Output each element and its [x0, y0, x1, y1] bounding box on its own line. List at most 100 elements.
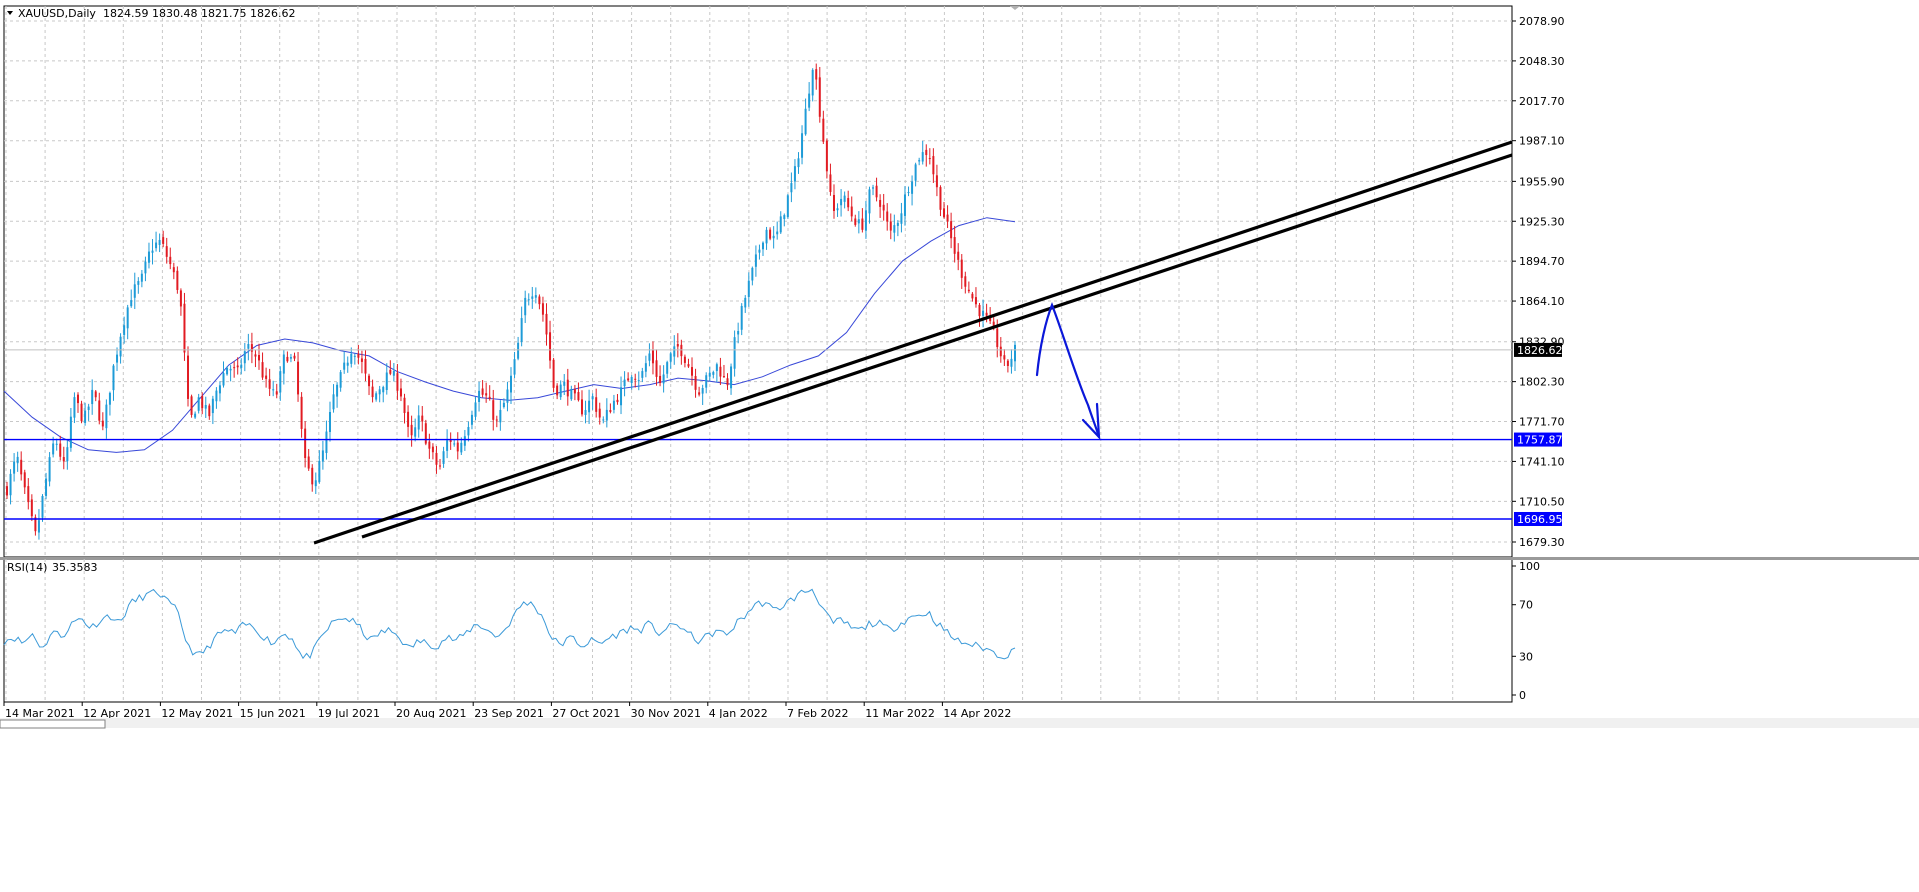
candle-body [605, 409, 608, 421]
candle-body [953, 237, 956, 254]
candle-body [467, 427, 470, 436]
candle-body [385, 372, 388, 391]
candle-body [442, 451, 445, 464]
rsi-axis[interactable]: 100 70 30 0 [1512, 560, 1540, 702]
trendline-upper[interactable] [313, 140, 1513, 545]
candle-body [882, 204, 885, 211]
drawn-forecast-arrow[interactable] [1035, 302, 1101, 439]
candle-body [790, 183, 793, 193]
rsi-tick-label: 0 [1519, 689, 1526, 702]
symbol-dropdown-icon[interactable] [7, 11, 13, 15]
candle-body [144, 261, 147, 274]
candle-body [453, 443, 456, 445]
candle-body [1003, 355, 1006, 360]
candle-body [140, 273, 143, 282]
time-tick-label: 27 Oct 2021 [552, 707, 620, 720]
candle-body [687, 364, 690, 367]
candle-body [680, 344, 683, 357]
candle-body [282, 354, 285, 374]
candle-body [424, 423, 427, 444]
candle-body [37, 520, 40, 533]
level-price-label: 1757.87 [1517, 434, 1563, 447]
candle-body [527, 299, 530, 301]
candle-body [190, 396, 193, 415]
candle-body [886, 211, 889, 222]
candle-body [399, 388, 402, 397]
candle-body [201, 396, 204, 409]
candle-body [758, 249, 761, 253]
candle-body [240, 364, 243, 368]
candle-body [112, 365, 115, 391]
time-tick-label: 20 Aug 2021 [396, 707, 466, 720]
candle-body [268, 379, 271, 389]
candle-body [396, 373, 399, 391]
candle-body [215, 390, 218, 402]
time-tick-label: 4 Jan 2022 [709, 707, 768, 720]
candle-body [808, 93, 811, 108]
candle-body [722, 376, 725, 378]
candle-body [176, 270, 179, 290]
trendline-lower[interactable] [361, 153, 1513, 539]
candle-body [357, 353, 360, 358]
candle-body [76, 394, 79, 404]
candle-body [989, 317, 992, 322]
panel-separator [0, 557, 1919, 560]
candle-body [1010, 358, 1013, 367]
candle-body [928, 158, 931, 160]
candle-body [69, 416, 72, 448]
candle-body [580, 399, 583, 415]
candle-body [577, 392, 580, 401]
candle-body [318, 460, 321, 482]
candle-body [531, 296, 534, 299]
candle-body [620, 387, 623, 406]
candle-body [520, 318, 523, 342]
candle-body [353, 355, 356, 357]
candle-body [840, 198, 843, 206]
chart-shift-marker-icon[interactable] [1010, 6, 1020, 10]
candle-body [229, 368, 232, 371]
candle-body [27, 486, 30, 503]
candle-body [265, 375, 268, 379]
candle-body [45, 478, 48, 496]
candle-body [648, 353, 651, 361]
candle-body [165, 246, 168, 257]
candle-body [673, 346, 676, 357]
candle-body [304, 428, 307, 459]
candle-body [914, 164, 917, 181]
candle-body [236, 365, 239, 368]
price-axis[interactable]: 2078.90 2048.30 2017.70 1987.10 1955.90 1925.… [1512, 15, 1565, 549]
time-axis[interactable]: 14 Mar 2021 12 Apr 2021 12 May 2021 15 Jun … [0, 702, 1919, 729]
price-tick-label: 1679.30 [1519, 536, 1565, 549]
candle-body [183, 303, 186, 353]
candle-body [311, 467, 314, 485]
candle-body [832, 194, 835, 211]
candle-body [364, 358, 367, 374]
candle-body [417, 415, 420, 430]
rsi-value: 35.3583 [52, 561, 98, 574]
drawn-arrow-head [1081, 402, 1101, 440]
candle-body [126, 307, 129, 329]
candle-body [637, 380, 640, 382]
candle-body [538, 296, 541, 305]
candle-body [52, 443, 55, 455]
bottom-tab-strip[interactable] [0, 718, 1919, 728]
candle-body [669, 353, 672, 362]
candle-body [375, 393, 378, 400]
candle-body [517, 342, 520, 359]
candle-body [439, 465, 442, 467]
candle-body [66, 447, 69, 462]
candle-body [218, 385, 221, 394]
candle-body [811, 69, 814, 96]
candle-body [602, 419, 605, 421]
price-tick-label: 1802.30 [1519, 376, 1565, 389]
candle-body [275, 391, 278, 395]
candle-body [655, 360, 658, 377]
chart-tab[interactable] [0, 719, 106, 729]
candle-body [950, 221, 953, 239]
candle-body [474, 402, 477, 417]
candle-body [222, 373, 225, 386]
candle-body [549, 332, 552, 361]
candle-body [389, 369, 392, 374]
price-tick-label: 2017.70 [1519, 95, 1565, 108]
